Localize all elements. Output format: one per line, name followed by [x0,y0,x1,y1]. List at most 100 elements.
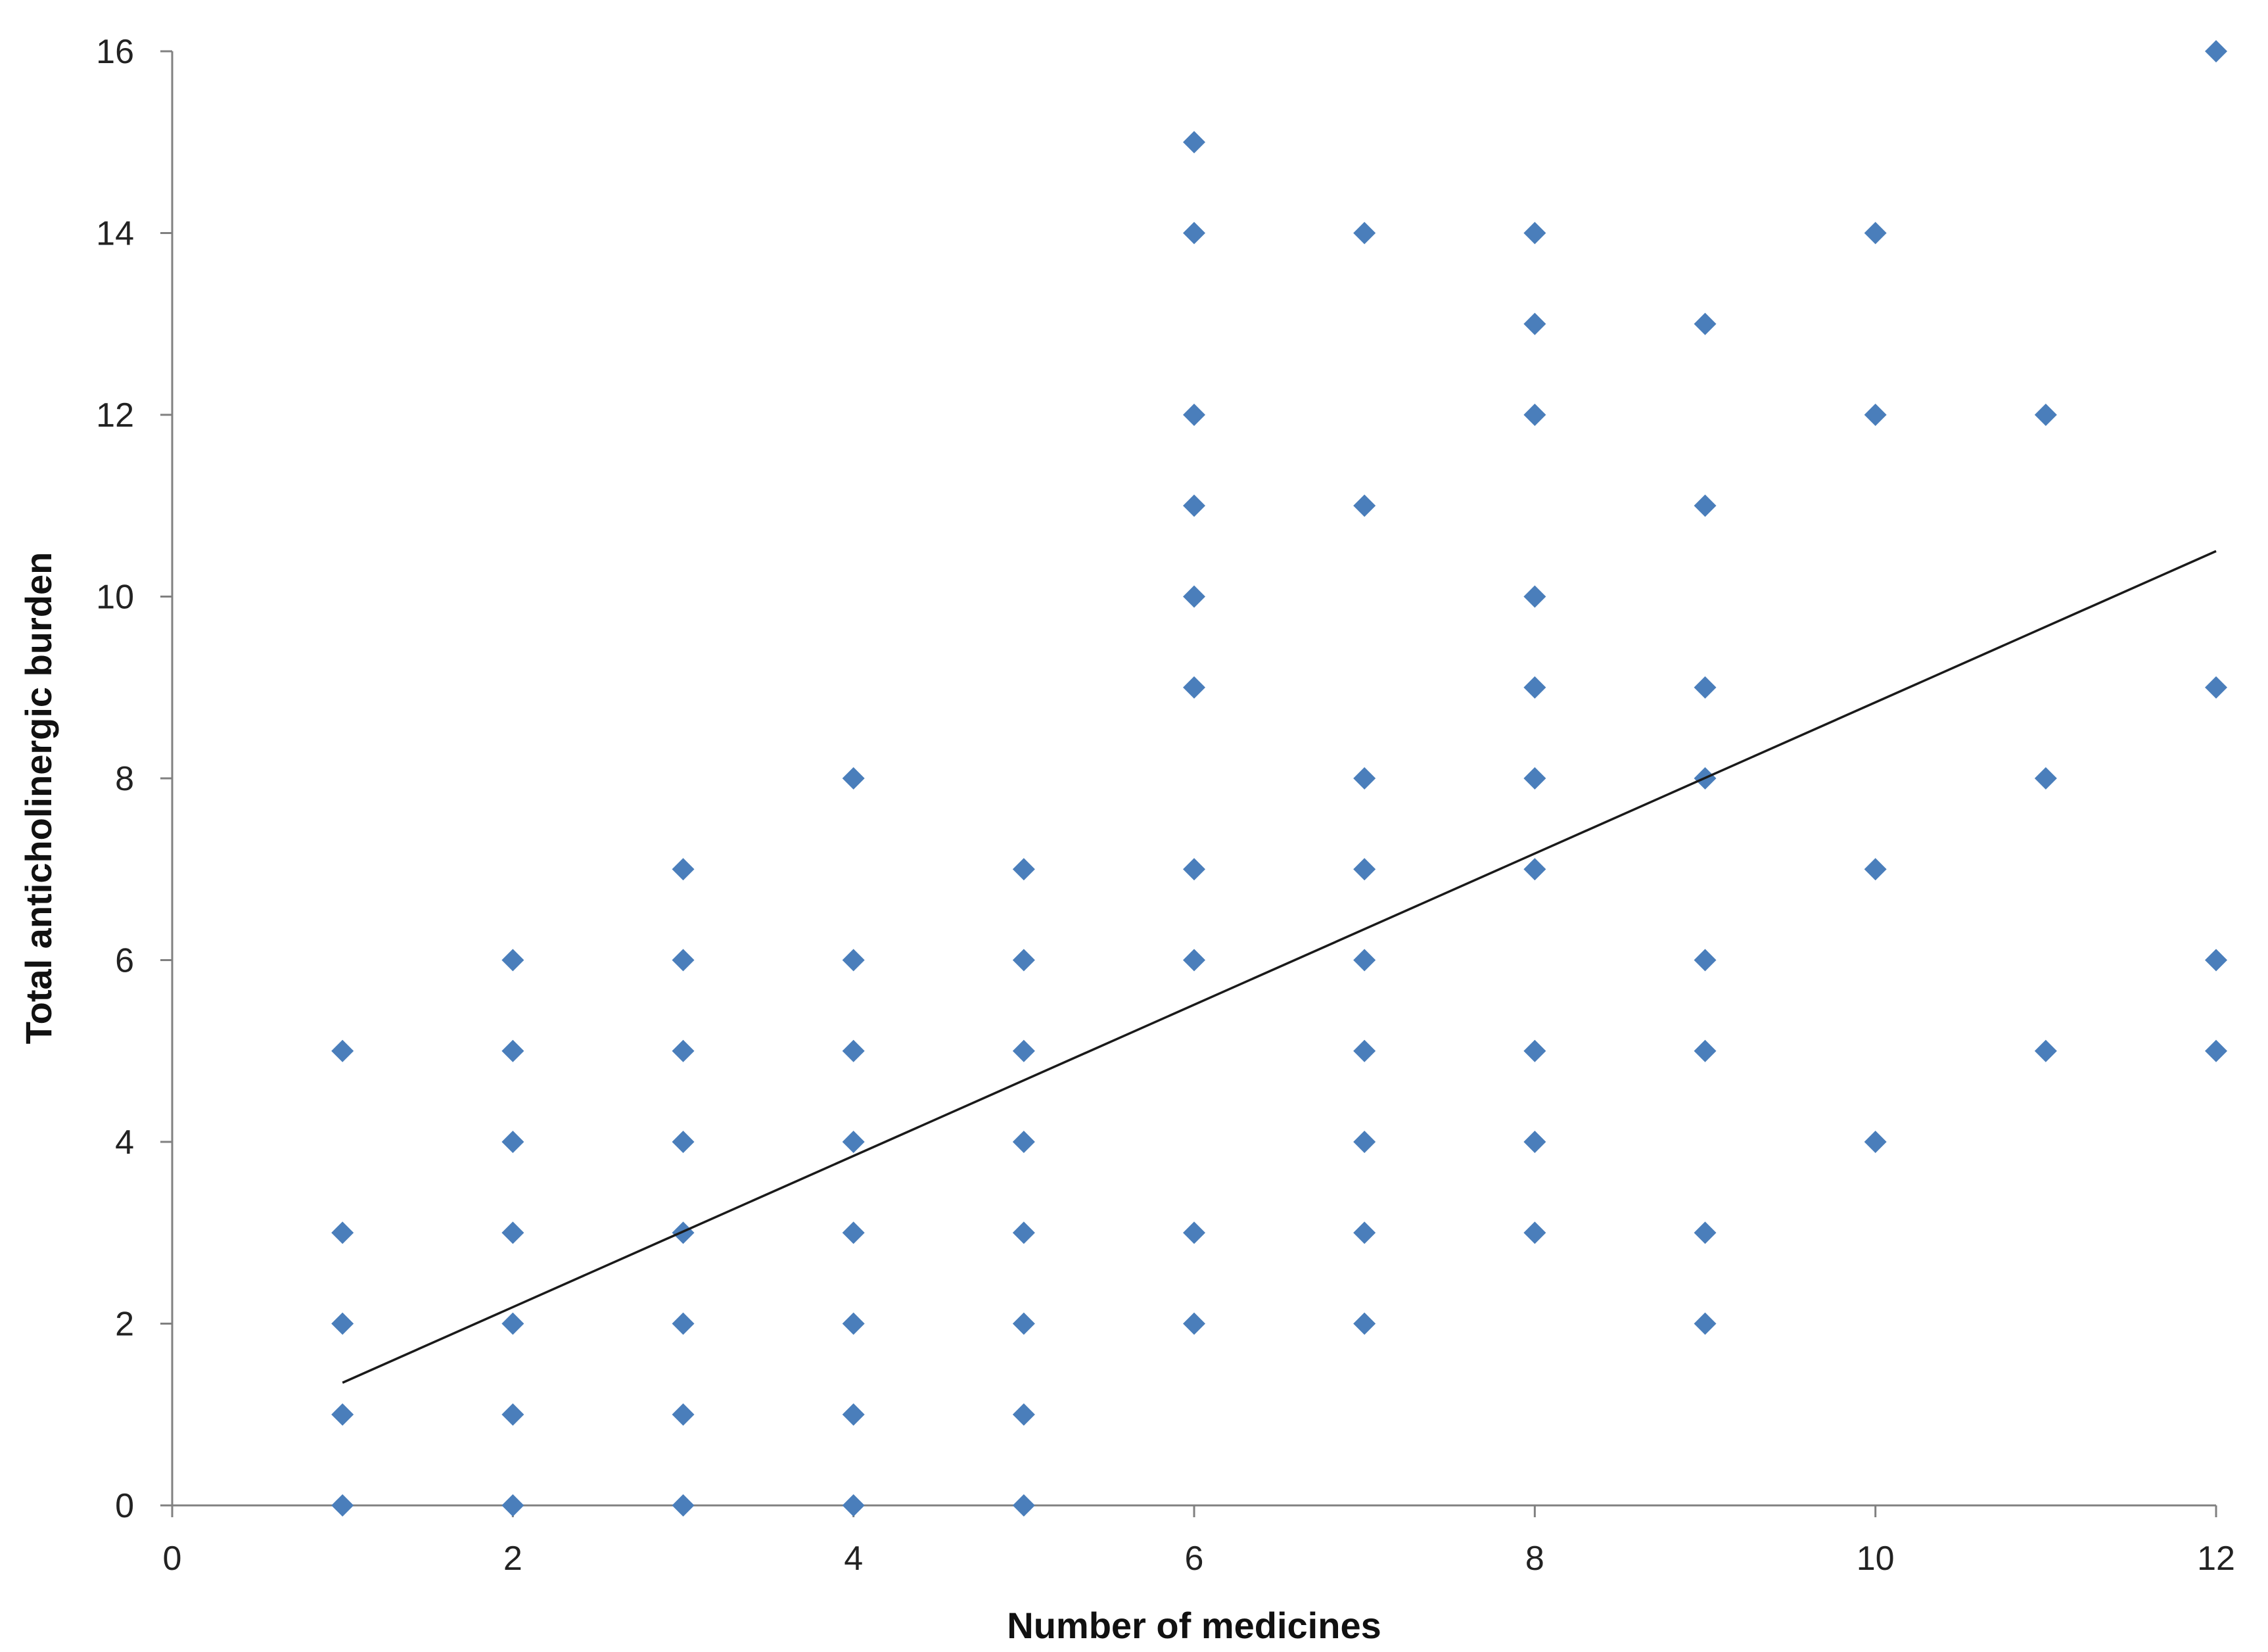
data-point [1012,858,1035,881]
data-point [1864,858,1887,881]
x-axis-ticks: 0 2 4 6 8 10 12 [163,1505,2235,1578]
data-point [1012,1403,1035,1426]
data-point [672,949,695,972]
data-point [2205,40,2227,62]
data-point [1694,676,1717,699]
data-point [1353,222,1376,245]
y-tick-label: 4 [115,1123,134,1162]
data-point [2034,404,2057,426]
data-point [1694,312,1717,335]
data-point [501,1312,524,1335]
y-tick-label: 6 [115,942,134,980]
data-point [501,1221,524,1244]
data-point [1694,494,1717,517]
data-point [501,1494,524,1517]
x-tick-label: 8 [1525,1540,1544,1578]
data-point [331,1039,354,1062]
data-point [842,767,865,790]
data-point [1353,858,1376,881]
data-point [1523,1131,1546,1153]
data-point [842,1312,865,1335]
y-tick-label: 2 [115,1306,134,1344]
x-tick-label: 10 [1857,1540,1895,1578]
data-point [1353,1131,1376,1153]
data-point [1183,131,1205,154]
data-point [1523,585,1546,608]
data-point [1694,1221,1717,1244]
trendline [342,550,2217,1384]
data-point [1694,949,1717,972]
y-tick-label: 8 [115,760,134,798]
y-tick-label: 12 [96,396,134,435]
data-point [1183,858,1205,881]
data-point [1864,404,1887,426]
data-point [2205,676,2227,699]
data-point [2205,1039,2227,1062]
data-point [1353,1312,1376,1335]
data-point [331,1494,354,1517]
data-point [1183,1221,1205,1244]
data-point [672,1131,695,1153]
data-point [842,949,865,972]
data-point [1523,222,1546,245]
data-point [1694,1312,1717,1335]
data-point [2034,767,2057,790]
data-point [1183,494,1205,517]
data-point [2034,1039,2057,1062]
x-tick-label: 2 [503,1540,522,1578]
x-tick-label: 12 [2197,1540,2235,1578]
data-point [331,1312,354,1335]
data-point [1183,222,1205,245]
data-point [1353,1039,1376,1062]
data-point [1183,1312,1205,1335]
data-points [331,40,2227,1517]
x-axis-title: Number of medicines [1007,1605,1381,1646]
data-point [1523,404,1546,426]
data-point [1353,1221,1376,1244]
axes: 0 2 4 6 8 10 12 14 16 0 2 4 6 8 10 12 [96,33,2235,1578]
data-point [842,1039,865,1062]
data-point [1523,858,1546,881]
y-tick-label: 16 [96,33,134,71]
data-point [501,949,524,972]
data-point [1523,767,1546,790]
x-tick-label: 4 [844,1540,863,1578]
data-point [1012,1131,1035,1153]
data-point [2205,949,2227,972]
data-point [672,1494,695,1517]
data-point [672,1403,695,1426]
data-point [842,1131,865,1153]
data-point [1183,949,1205,972]
y-axis-ticks: 0 2 4 6 8 10 12 14 16 [96,33,172,1525]
data-point [1012,1494,1035,1517]
data-point [1864,1131,1887,1153]
data-point [1012,1312,1035,1335]
data-point [1353,767,1376,790]
data-point [672,858,695,881]
data-point [1183,676,1205,699]
data-point [501,1131,524,1153]
data-point [1012,949,1035,972]
data-point [501,1403,524,1426]
data-point [1523,1039,1546,1062]
data-point [1694,1039,1717,1062]
data-point [331,1403,354,1426]
data-point [1523,1221,1546,1244]
x-tick-label: 6 [1185,1540,1204,1578]
data-point [1012,1221,1035,1244]
data-point [1183,585,1205,608]
data-point [1012,1039,1035,1062]
data-point [1523,312,1546,335]
x-tick-label: 0 [163,1540,182,1578]
data-point [1353,494,1376,517]
y-tick-label: 14 [96,215,134,253]
y-tick-label: 0 [115,1487,134,1525]
data-point [842,1494,865,1517]
data-point [842,1221,865,1244]
data-point [1523,676,1546,699]
data-point [1183,404,1205,426]
data-point [331,1221,354,1244]
data-point [1864,222,1887,245]
y-tick-label: 10 [96,578,134,617]
